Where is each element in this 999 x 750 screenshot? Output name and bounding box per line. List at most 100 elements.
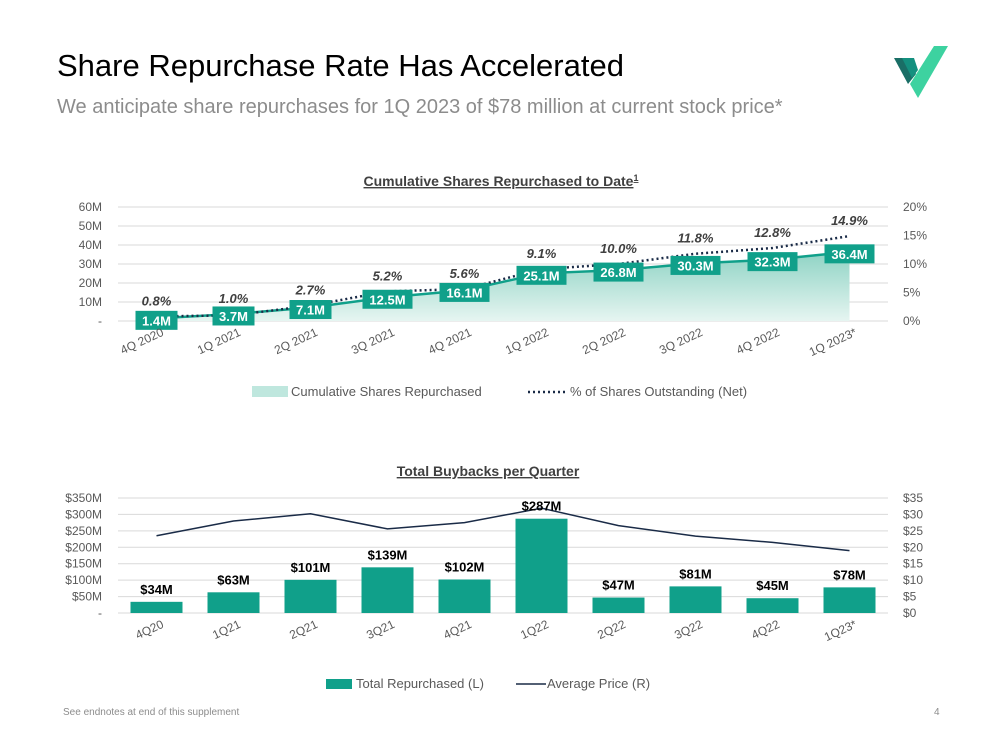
percent-label: 2.7% [295, 283, 326, 298]
left-axis-tick: - [98, 606, 102, 620]
left-axis-tick: $350M [65, 491, 102, 505]
average-price-line [156, 507, 850, 552]
value-label: 12.5M [369, 292, 405, 307]
right-axis-tick: $35 [903, 491, 923, 505]
footnote: See endnotes at end of this supplement [63, 707, 240, 718]
left-axis-tick: 30M [79, 257, 102, 271]
right-axis-tick: $20 [903, 540, 923, 554]
value-label: 3.7M [219, 309, 248, 324]
category-label: 2Q22 [595, 617, 628, 642]
bar [207, 592, 260, 613]
category-label: 1Q 2021 [195, 325, 243, 357]
value-label: 7.1M [296, 303, 325, 318]
left-axis-tick: 60M [79, 200, 102, 214]
percent-label: 5.6% [450, 266, 480, 281]
value-box [212, 306, 255, 326]
category-label: 4Q 2021 [426, 325, 474, 357]
left-axis-tick: $50M [72, 590, 102, 604]
value-box [362, 289, 413, 309]
value-box [135, 310, 178, 330]
category-label: 3Q 2022 [657, 325, 705, 357]
value-box [670, 255, 721, 275]
right-axis-tick: $10 [903, 573, 923, 587]
left-axis-tick: $100M [65, 573, 102, 587]
category-label: 4Q22 [749, 617, 782, 642]
value-label: 30.3M [677, 258, 713, 273]
bar [746, 598, 799, 613]
category-label: 3Q22 [672, 617, 705, 642]
left-axis-tick: $200M [65, 540, 102, 554]
bar-value-label: $78M [833, 567, 866, 582]
page-number: 4 [934, 707, 940, 718]
category-label: 1Q21 [210, 617, 243, 642]
right-axis-tick: 10% [903, 257, 927, 271]
right-axis-tick: $5 [903, 590, 917, 604]
percent-label: 0.8% [142, 293, 172, 308]
left-axis-tick: $300M [65, 507, 102, 521]
legend-label: Total Repurchased (L) [356, 676, 484, 691]
bar-value-label: $101M [291, 560, 331, 575]
bar [669, 586, 722, 613]
percent-label: 9.1% [527, 246, 557, 261]
right-axis-tick: $0 [903, 606, 917, 620]
value-label: 36.4M [831, 247, 867, 262]
category-label: 4Q20 [133, 617, 166, 642]
value-label: 16.1M [446, 285, 482, 300]
category-label: 2Q 2021 [272, 325, 320, 357]
right-axis-tick: 20% [903, 200, 927, 214]
category-label: 2Q 2022 [580, 325, 628, 357]
value-label: 32.3M [754, 255, 790, 270]
right-axis-tick: 15% [903, 229, 927, 243]
category-label: 3Q 2021 [349, 325, 397, 357]
value-box [289, 300, 332, 320]
bar-value-label: $63M [217, 572, 250, 587]
percent-label: 12.8% [754, 225, 791, 240]
category-label: 1Q 2023* [807, 325, 859, 359]
right-axis-tick: $30 [903, 507, 923, 521]
percent-label: 5.2% [373, 268, 403, 283]
bar-value-label: $81M [679, 566, 712, 581]
left-axis-tick: 20M [79, 276, 102, 290]
cumulative-shares-chart: Cumulative Shares Repurchased to Date1 - 1… [79, 173, 928, 399]
value-label: 25.1M [523, 268, 559, 283]
category-label: 1Q22 [518, 617, 551, 642]
bar [823, 587, 876, 613]
percent-label: 14.9% [831, 213, 868, 228]
percent-label: 11.8% [678, 231, 714, 246]
bar-value-label: $47M [602, 578, 635, 593]
bar [130, 601, 183, 613]
page-subtitle: We anticipate share repurchases for 1Q 2… [57, 96, 783, 118]
left-axis-tick: $250M [65, 524, 102, 538]
value-label: 1.4M [142, 313, 171, 328]
category-label: 4Q 2022 [734, 325, 782, 357]
bar-value-label: $45M [756, 578, 789, 593]
percent-label: 10.0% [600, 241, 637, 256]
category-label: 4Q21 [441, 617, 474, 642]
bar [284, 579, 337, 613]
category-label: 1Q23* [822, 617, 859, 644]
buybacks-chart: Total Buybacks per Quarter - $50M $100M $150… [65, 463, 923, 691]
value-box [516, 265, 567, 285]
bar [361, 567, 414, 613]
bar-value-label: $287M [522, 499, 562, 514]
legend-label: Average Price (R) [547, 676, 650, 691]
value-box [747, 252, 798, 272]
value-box [593, 262, 644, 282]
legend-swatch-bar [326, 679, 352, 689]
legend-label: % of Shares Outstanding (Net) [570, 384, 747, 399]
chart-title: Cumulative Shares Repurchased to Date1 [364, 173, 639, 189]
category-label: 1Q 2022 [503, 325, 551, 357]
left-axis-tick: - [98, 314, 102, 328]
bar [515, 518, 568, 613]
right-axis-tick: $15 [903, 557, 923, 571]
left-axis-tick: 50M [79, 219, 102, 233]
percent-label: 1.0% [219, 291, 249, 306]
value-box [824, 244, 875, 264]
category-label: 3Q21 [364, 617, 397, 642]
legend-swatch-area [252, 386, 288, 397]
right-axis-tick: 5% [903, 286, 921, 300]
bar [438, 579, 491, 613]
value-box [439, 282, 490, 302]
right-axis-tick: $25 [903, 524, 923, 538]
bar-value-label: $102M [445, 559, 485, 574]
